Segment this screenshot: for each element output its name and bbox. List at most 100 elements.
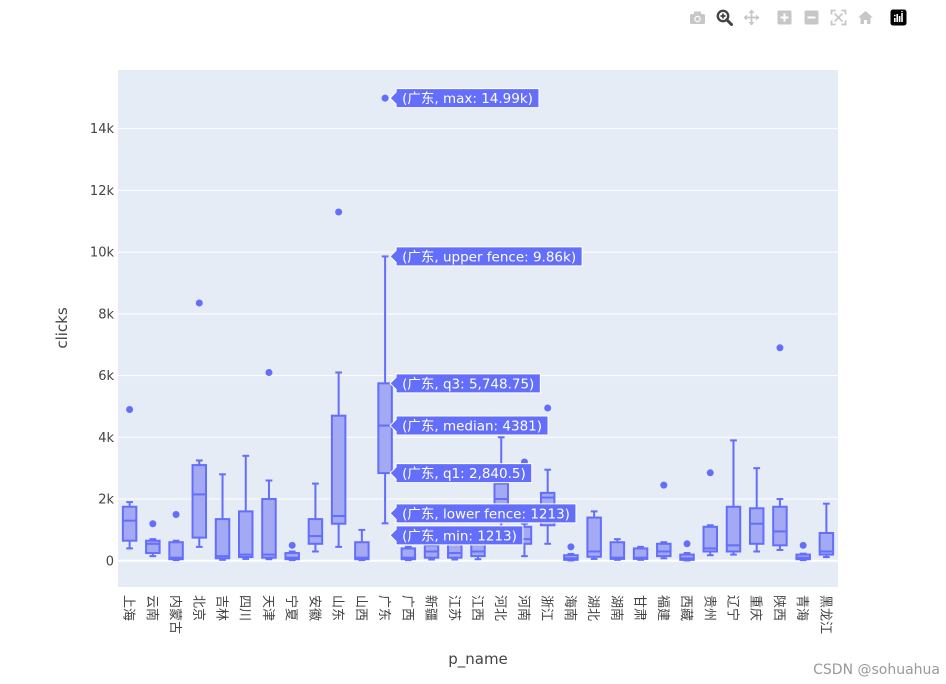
x-tick-label: 云南	[144, 595, 160, 621]
camera-button[interactable]	[686, 6, 708, 28]
hover-label-text: (广东, q1: 2,840.5)	[402, 466, 526, 482]
box-吉林[interactable]	[214, 473, 231, 561]
hover-label-box	[389, 88, 540, 109]
outlier-point	[799, 541, 807, 549]
box-body	[586, 516, 602, 558]
x-tick-label: 黑龙江	[817, 595, 832, 634]
zoom-out-icon	[804, 10, 818, 24]
hover-label-text: (广东, lower fence: 1213)	[402, 506, 570, 522]
box-山东[interactable]	[330, 208, 347, 548]
x-tick-label: 上海	[121, 595, 136, 621]
hover-label-text: (广东, q3: 5,748.75)	[402, 376, 534, 392]
box-四川[interactable]	[238, 454, 254, 560]
box-body	[145, 539, 161, 555]
box-黑龙江[interactable]	[818, 502, 835, 559]
pan-icon	[743, 9, 759, 25]
box-body	[284, 552, 300, 561]
zoom-in-icon	[777, 10, 791, 24]
box-安徽[interactable]	[307, 482, 324, 553]
x-tick-label: 江西	[469, 595, 484, 621]
x-tick-label: 广西	[399, 595, 414, 621]
box-天津[interactable]	[261, 368, 277, 561]
outlier-point	[683, 540, 691, 548]
hover-label: (广东, q3: 5,748.75)	[389, 373, 541, 394]
x-tick-label: 广东	[376, 595, 391, 621]
plot-area[interactable]	[118, 70, 838, 587]
box-湖北[interactable]	[586, 510, 602, 560]
reset-axes-button[interactable]	[854, 6, 876, 28]
plotly-logo-button[interactable]	[887, 6, 909, 28]
hover-label: (广东, max: 14.99k)	[389, 88, 540, 109]
box-body	[632, 547, 649, 560]
hover-label-box	[389, 373, 541, 394]
zoom-in-button[interactable]	[773, 6, 795, 28]
box-body	[656, 542, 672, 558]
box-贵州[interactable]	[702, 469, 718, 557]
box-湖南[interactable]	[609, 538, 626, 561]
y-tick-label: 2k	[98, 493, 114, 508]
box-上海[interactable]	[121, 406, 138, 550]
outlier-point	[195, 299, 203, 307]
box-body	[121, 505, 138, 542]
box-body	[330, 414, 347, 525]
box-山西[interactable]	[354, 528, 370, 562]
y-axis-ticks: 0 2k 4k 6k 8k 10k 12k 14k	[90, 122, 115, 569]
box-西藏[interactable]	[679, 540, 695, 562]
hover-label-box	[389, 246, 583, 267]
box-body	[772, 505, 788, 547]
camera-icon	[689, 11, 705, 24]
outlier-point	[567, 543, 575, 551]
hover-label-text: (广东, median: 4381)	[402, 419, 542, 435]
hover-label: (广东, lower fence: 1213)	[389, 503, 577, 524]
box-辽宁[interactable]	[725, 439, 742, 556]
zoom-button[interactable]	[713, 6, 735, 28]
y-tick-label: 0	[106, 554, 114, 569]
box-内蒙古[interactable]	[168, 510, 184, 562]
y-tick-label: 12k	[90, 184, 115, 199]
x-tick-label: 安徽	[306, 595, 321, 621]
outlier-point	[172, 510, 180, 518]
box-body	[447, 542, 463, 559]
hover-label-box	[389, 415, 549, 436]
hover-label-box	[389, 503, 577, 524]
x-tick-label: 西藏	[678, 595, 693, 621]
box-广西[interactable]	[400, 545, 417, 562]
box-福建[interactable]	[656, 481, 672, 560]
hover-labels: (广东, max: 14.99k) (广东, upper fence: 9.86k…	[389, 88, 583, 546]
box-body	[307, 518, 324, 545]
watermark: CSDN @sohuahua	[813, 662, 940, 678]
pan-button[interactable]	[740, 6, 762, 28]
autoscale-button[interactable]	[827, 6, 849, 28]
x-tick-label: 山西	[353, 595, 368, 621]
outlier-point	[335, 208, 343, 216]
zoom-out-button[interactable]	[800, 6, 822, 28]
box-宁夏[interactable]	[284, 541, 300, 562]
box-body	[377, 382, 393, 475]
box-青海[interactable]	[795, 541, 811, 562]
box-body	[400, 547, 417, 561]
hover-label-text: (广东, min: 1213)	[402, 528, 517, 544]
outlier-point	[776, 344, 784, 352]
box-body	[354, 541, 370, 561]
box-北京[interactable]	[191, 299, 208, 548]
reset-axes-icon	[857, 10, 873, 24]
box-甘肃[interactable]	[632, 545, 649, 561]
outlier-point	[265, 368, 273, 376]
x-tick-label: 青海	[794, 595, 809, 621]
hover-label-box	[389, 463, 533, 484]
x-tick-label: 河北	[492, 595, 507, 621]
x-tick-label: 四川	[237, 595, 252, 621]
box-海南[interactable]	[563, 543, 579, 562]
x-axis-title: p_name	[448, 650, 508, 669]
hover-label-text: (广东, max: 14.99k)	[402, 91, 533, 107]
modebar	[686, 6, 914, 28]
box-重庆[interactable]	[748, 467, 765, 553]
x-tick-label: 湖南	[608, 595, 624, 621]
x-tick-label: 贵州	[701, 595, 716, 621]
box-陕西[interactable]	[772, 344, 788, 551]
hover-label-text: (广东, upper fence: 9.86k)	[402, 249, 576, 265]
box-body	[748, 507, 765, 545]
y-tick-label: 4k	[98, 431, 114, 446]
boxes	[121, 94, 835, 562]
box-云南[interactable]	[145, 520, 161, 558]
